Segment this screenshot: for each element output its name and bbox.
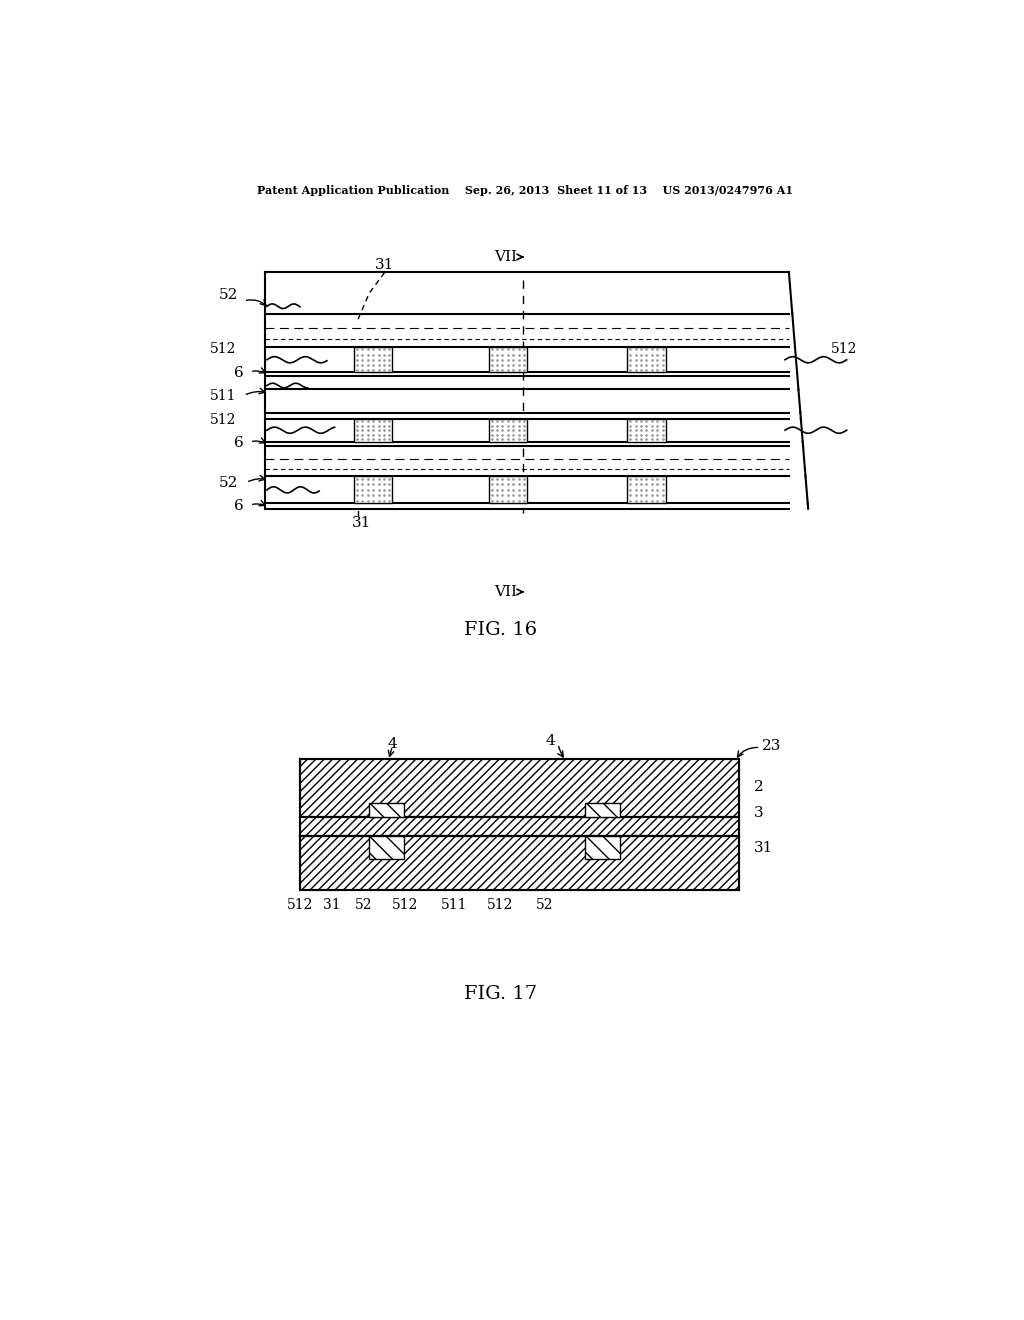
Bar [354,418,392,442]
Text: 512: 512 [391,899,418,912]
Bar [300,836,739,890]
Bar [488,477,527,503]
Text: 31: 31 [324,899,341,912]
Bar [354,347,392,372]
Text: 3: 3 [755,807,764,820]
Bar [585,803,620,817]
Bar [300,817,739,836]
Text: 4: 4 [546,734,555,747]
Text: 512: 512 [287,899,313,912]
Text: 2: 2 [755,780,764,795]
Text: Patent Application Publication    Sep. 26, 2013  Sheet 11 of 13    US 2013/02479: Patent Application Publication Sep. 26, … [257,185,793,197]
Text: VII: VII [495,249,517,264]
Bar [628,347,666,372]
Text: 31: 31 [352,516,372,529]
Text: 52: 52 [219,475,239,490]
Text: 31: 31 [375,257,394,272]
Text: 512: 512 [210,342,237,355]
Bar [370,803,403,817]
Text: 4: 4 [387,737,397,751]
Text: FIG. 17: FIG. 17 [464,985,537,1003]
Text: FIG. 16: FIG. 16 [464,620,537,639]
Bar [488,347,527,372]
Text: 6: 6 [234,366,244,380]
Bar [488,418,527,442]
Text: 511: 511 [440,899,467,912]
Bar [354,477,392,503]
Text: VII: VII [495,585,517,599]
Text: 52: 52 [219,289,239,302]
Text: 512: 512 [487,899,513,912]
Text: 23: 23 [762,739,781,752]
Text: 512: 512 [210,413,237,428]
Bar [628,477,666,503]
Text: 512: 512 [831,342,858,355]
Text: 6: 6 [234,437,244,450]
Text: 6: 6 [234,499,244,512]
Bar [628,418,666,442]
Text: 31: 31 [755,841,774,854]
Bar [585,836,620,859]
Bar [300,759,739,817]
Text: 511: 511 [210,388,237,403]
Bar [370,836,403,859]
Text: 52: 52 [355,899,373,912]
Text: 52: 52 [537,899,554,912]
